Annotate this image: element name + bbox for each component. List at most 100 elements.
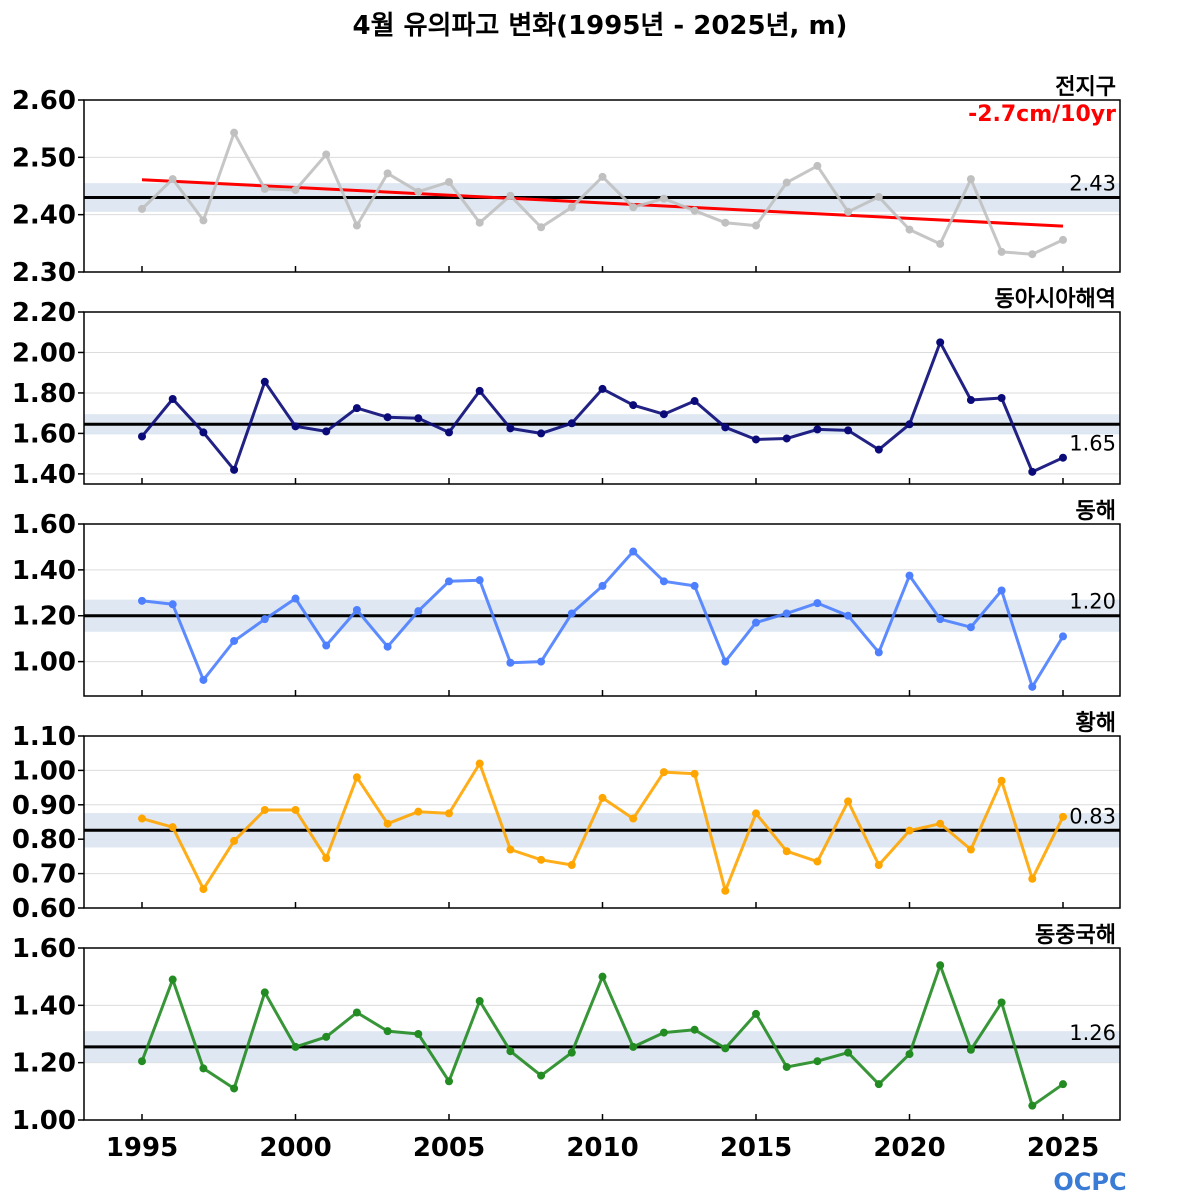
data-point: [168, 600, 177, 609]
data-point: [322, 641, 331, 650]
data-point: [230, 465, 239, 474]
data-point: [874, 192, 883, 201]
y-tick-label: 1.40: [12, 460, 76, 490]
data-point: [445, 428, 453, 437]
y-tick-label: 2.20: [12, 298, 76, 328]
y-tick-label: 1.60: [12, 419, 76, 449]
panel-3: 1.00 1.20 1.40 1.60 동해 1.20: [12, 499, 1121, 697]
data-point: [352, 1008, 361, 1017]
data-point: [997, 247, 1006, 256]
mean-value-label: 0.83: [1069, 804, 1116, 828]
data-point: [813, 857, 822, 866]
data-point: [752, 1009, 760, 1018]
data-point: [230, 636, 239, 645]
data-point: [629, 401, 638, 410]
y-tick-label: 2.50: [12, 143, 76, 173]
y-tick-label: 1.00: [12, 1106, 76, 1136]
data-point: [1028, 1101, 1037, 1110]
x-tick-label: 1995: [106, 1133, 178, 1163]
x-tick-label: 2010: [566, 1133, 638, 1163]
data-point: [905, 225, 914, 234]
data-point: [844, 426, 853, 435]
data-point: [752, 221, 760, 230]
data-point: [721, 1044, 730, 1053]
y-tick-label: 1.00: [12, 648, 76, 678]
y-tick-label: 1.60: [12, 934, 76, 964]
data-point: [629, 1042, 638, 1051]
data-point: [966, 1045, 975, 1054]
data-point: [752, 435, 760, 444]
data-point: [506, 658, 515, 667]
y-tick-label: 1.60: [12, 510, 76, 540]
data-point: [659, 194, 668, 203]
data-point: [844, 1048, 853, 1057]
data-point: [844, 611, 853, 620]
data-point: [629, 203, 638, 212]
logo-text: OCPC: [1053, 1168, 1126, 1196]
data-point: [352, 404, 361, 413]
data-point: [414, 1030, 423, 1038]
data-point: [567, 1048, 576, 1057]
data-point: [260, 988, 269, 997]
region-label: 동해: [1076, 499, 1116, 524]
data-point: [1059, 235, 1067, 244]
x-axis: 1995 2000 2005 2010 2015 2020 2025: [106, 1133, 1099, 1163]
data-point: [475, 576, 484, 585]
data-point: [567, 203, 576, 212]
data-point: [966, 396, 975, 405]
data-point: [291, 186, 300, 195]
data-point: [506, 1047, 515, 1056]
data-point: [997, 998, 1006, 1007]
y-tick-label: 1.20: [12, 1049, 76, 1079]
data-point: [230, 836, 239, 845]
data-point: [199, 1064, 208, 1073]
data-point: [844, 797, 853, 806]
data-point: [1028, 874, 1037, 883]
panel-2: 1.40 1.60 1.80 2.00 2.20 동아시아해역 1.65: [12, 287, 1121, 490]
data-point: [936, 819, 945, 828]
data-point: [414, 607, 423, 616]
x-tick-label: 2015: [720, 1133, 792, 1163]
panel-4: 0.60 0.70 0.80 0.90 1.00 1.10 황해 0.83: [12, 711, 1121, 924]
region-label: 황해: [1076, 711, 1116, 736]
data-point: [414, 187, 423, 196]
data-point: [138, 1057, 146, 1066]
data-point: [260, 377, 269, 386]
data-point: [874, 445, 883, 454]
y-tick-label: 1.40: [12, 991, 76, 1021]
data-point: [782, 847, 791, 856]
data-point: [813, 599, 822, 608]
data-point: [291, 1042, 300, 1051]
y-tick-label: 0.80: [12, 825, 76, 855]
data-point: [322, 854, 331, 863]
data-point: [537, 223, 546, 232]
data-point: [445, 577, 453, 586]
data-point: [874, 861, 883, 869]
data-point: [844, 207, 853, 216]
data-point: [1059, 812, 1067, 821]
plot-background: [84, 312, 1120, 484]
data-point: [383, 169, 392, 178]
data-point: [1059, 632, 1067, 641]
data-point: [721, 218, 730, 227]
chart-panels: 2.302.402.502.60 전지구-2.7cm/10yr2.431.401.…: [12, 75, 1121, 1136]
data-point: [721, 657, 730, 666]
data-point: [690, 206, 699, 215]
data-point: [752, 618, 760, 627]
data-point: [291, 594, 300, 603]
data-point: [813, 1057, 822, 1066]
data-point: [997, 586, 1006, 595]
data-point: [230, 1084, 239, 1093]
y-tick-label: 1.40: [12, 556, 76, 586]
data-point: [414, 414, 423, 423]
data-point: [1059, 453, 1067, 462]
data-point: [475, 759, 484, 768]
y-tick-label: 2.60: [12, 86, 76, 116]
y-tick-label: 0.60: [12, 894, 76, 924]
data-point: [537, 429, 546, 438]
data-point: [383, 819, 392, 828]
data-point: [506, 191, 515, 200]
data-point: [905, 420, 914, 429]
data-point: [936, 615, 945, 624]
